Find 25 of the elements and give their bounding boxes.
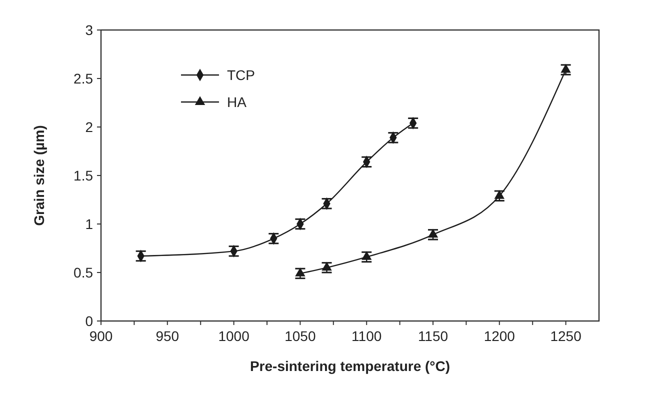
x-tick-label: 950 <box>156 328 180 344</box>
point <box>560 64 571 73</box>
legend-label: HA <box>227 94 248 110</box>
point <box>494 190 504 199</box>
legend-label: TCP <box>227 67 255 83</box>
point <box>362 251 372 260</box>
x-tick-label: 900 <box>89 328 113 344</box>
point <box>428 228 438 238</box>
y-tick-label: 1.5 <box>74 168 94 184</box>
y-tick-label: 2 <box>85 119 94 135</box>
x-tick-label: 1050 <box>284 328 316 344</box>
x-tick-label: 1200 <box>484 328 516 344</box>
x-tick-label: 1150 <box>418 328 448 344</box>
y-tick-label: 2.5 <box>74 70 94 86</box>
x-tick-label: 1100 <box>352 328 382 344</box>
x-axis-title: Pre-sintering temperature (°C) <box>250 358 450 374</box>
y-tick-label: 0 <box>85 313 94 329</box>
point <box>322 262 332 271</box>
point <box>295 268 306 276</box>
y-tick-label: 1 <box>85 216 94 232</box>
y-tick-label: 0.5 <box>74 264 94 280</box>
y-axis-title: Grain size (µm) <box>31 125 47 226</box>
x-tick-label: 1000 <box>218 328 250 344</box>
x-tick-label: 1250 <box>550 328 582 344</box>
y-tick-label: 3 <box>85 22 94 38</box>
